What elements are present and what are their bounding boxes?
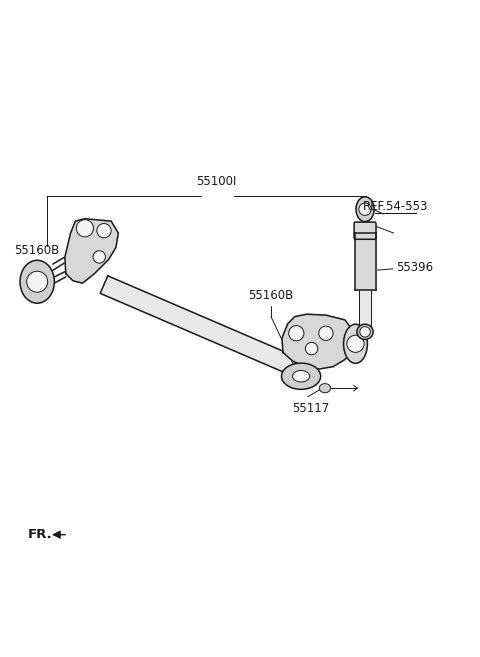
Circle shape <box>288 326 304 341</box>
Text: REF.54-553: REF.54-553 <box>362 200 428 212</box>
Circle shape <box>305 342 318 355</box>
Circle shape <box>93 251 106 263</box>
Text: 55160B: 55160B <box>14 244 60 257</box>
Circle shape <box>97 223 111 238</box>
Circle shape <box>319 326 333 340</box>
Ellipse shape <box>292 371 310 382</box>
Text: 55117: 55117 <box>292 401 329 415</box>
Polygon shape <box>100 276 301 376</box>
FancyBboxPatch shape <box>354 222 376 239</box>
Circle shape <box>27 271 48 292</box>
Ellipse shape <box>344 324 367 363</box>
Ellipse shape <box>23 266 47 297</box>
Circle shape <box>359 203 371 215</box>
Polygon shape <box>355 233 375 290</box>
Ellipse shape <box>281 363 321 390</box>
Circle shape <box>347 335 364 352</box>
Ellipse shape <box>20 260 54 304</box>
Text: FR.: FR. <box>28 528 52 541</box>
Text: 55396: 55396 <box>396 261 433 274</box>
Circle shape <box>76 219 94 237</box>
Circle shape <box>360 327 370 337</box>
Ellipse shape <box>357 324 373 340</box>
Polygon shape <box>282 314 355 369</box>
Text: 55160B: 55160B <box>248 289 294 302</box>
Polygon shape <box>360 290 371 326</box>
Polygon shape <box>65 219 118 283</box>
Text: 55100I: 55100I <box>196 175 236 188</box>
Ellipse shape <box>356 197 374 221</box>
Ellipse shape <box>319 384 331 393</box>
